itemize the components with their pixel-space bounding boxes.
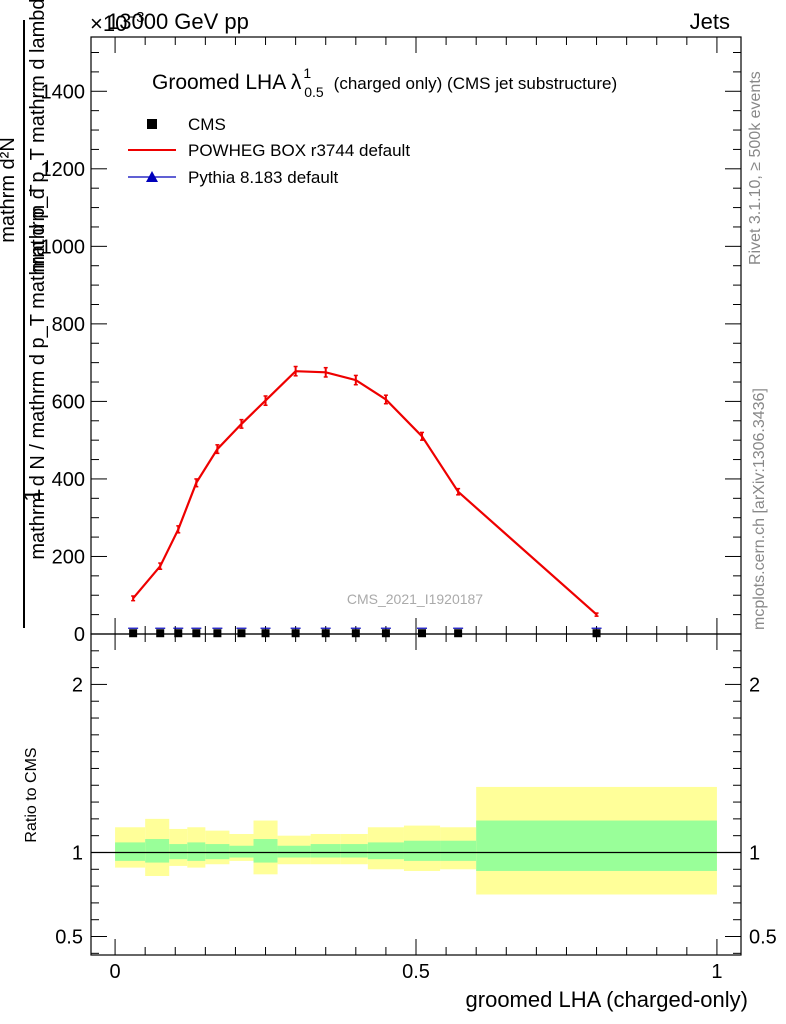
rivet-label: Rivet 3.1.10, ≥ 500k events	[747, 71, 764, 265]
header-energy: 13000 GeV pp	[107, 9, 249, 34]
legend-label: POWHEG BOX r3744 default	[188, 141, 410, 160]
lower-panel: 0 0.5 1 0.5 0.5 1 1 2 2	[55, 633, 777, 983]
cms-point	[237, 629, 246, 638]
inner-band-bin	[187, 842, 206, 861]
legend-label: CMS	[188, 115, 226, 134]
powheg-line	[132, 370, 598, 616]
inner-band-bin	[205, 844, 230, 860]
y-tick-label: 0	[74, 624, 85, 646]
inner-band-bin	[367, 842, 404, 860]
ratio-tick-label-left: 0.5	[55, 927, 83, 949]
header-jets: Jets	[690, 9, 730, 34]
inner-band-bin	[340, 844, 368, 858]
cms-point	[174, 629, 183, 638]
plot-title: Groomed LHA λ 1 0.5 (charged only) (CMS jet…	[152, 65, 617, 100]
cms-point	[291, 629, 300, 638]
legend-marker-cms	[147, 119, 157, 129]
upper-ylabel: 1 mathrm d N / mathrm d p_T mathrm d p_T…	[0, 0, 49, 628]
cms-point	[418, 629, 427, 638]
inner-band-bin	[403, 840, 441, 861]
cms-point	[381, 629, 390, 638]
x-tick-label: 0	[110, 961, 121, 983]
watermark-text: CMS_2021_I1920187	[347, 591, 483, 607]
y-tick-label: 1000	[41, 236, 86, 258]
ratio-tick-label-right: 1	[749, 842, 760, 864]
y-tick-label: 800	[52, 314, 85, 336]
inner-band-bin	[115, 842, 146, 861]
y-tick-label: 200	[52, 546, 85, 568]
cms-point	[351, 629, 360, 638]
inner-band-bin	[310, 844, 341, 858]
inner-band-bin	[253, 839, 278, 863]
cms-point	[454, 629, 463, 638]
cms-point	[321, 629, 330, 638]
legend-label: Pythia 8.183 default	[188, 168, 339, 187]
inner-band-bin	[277, 845, 311, 858]
cms-point	[213, 629, 222, 638]
ratio-tick-label-left: 2	[72, 674, 83, 696]
x-tick-label: 1	[711, 961, 722, 983]
y-tick-label: 400	[52, 469, 85, 491]
y-tick-label: 1200	[41, 159, 86, 181]
y-tick-label: 1400	[41, 81, 86, 103]
legend-marker-pythia	[146, 171, 158, 182]
mcplots-label: mcplots.cern.ch [arXiv:1306.3436]	[751, 388, 768, 630]
inner-band-bin	[229, 845, 254, 858]
cms-point	[129, 629, 138, 638]
upper-ylabel-denominator: mathrm d N / mathrm d p_T mathrm d p_T	[27, 184, 49, 559]
cms-point	[261, 629, 270, 638]
upper-ylabel-numerator-tail: mathrm d p_T mathrm d lambda	[27, 0, 49, 273]
ratio-tick-label-right: 0.5	[749, 927, 777, 949]
ratio-tick-label-left: 1	[72, 842, 83, 864]
x-tick-label: 0.5	[402, 961, 430, 983]
ratio-tick-label-right: 2	[749, 674, 760, 696]
inner-band-bin	[145, 839, 170, 863]
lower-ylabel: Ratio to CMS	[23, 747, 40, 842]
cms-point	[156, 629, 165, 638]
inner-band-bin	[440, 840, 477, 861]
inner-band-bin	[169, 844, 188, 860]
upper-ylabel-numerator: mathrm d²N	[0, 137, 19, 243]
xlabel: groomed LHA (charged-only)	[466, 987, 748, 1012]
cms-point	[192, 629, 201, 638]
cms-point	[592, 629, 601, 638]
inner-band-bin	[476, 820, 717, 871]
exponent-label: ×10−3	[90, 9, 144, 36]
upper-ylabel-one: 1	[19, 488, 46, 501]
y-tick-label: 600	[52, 391, 85, 413]
